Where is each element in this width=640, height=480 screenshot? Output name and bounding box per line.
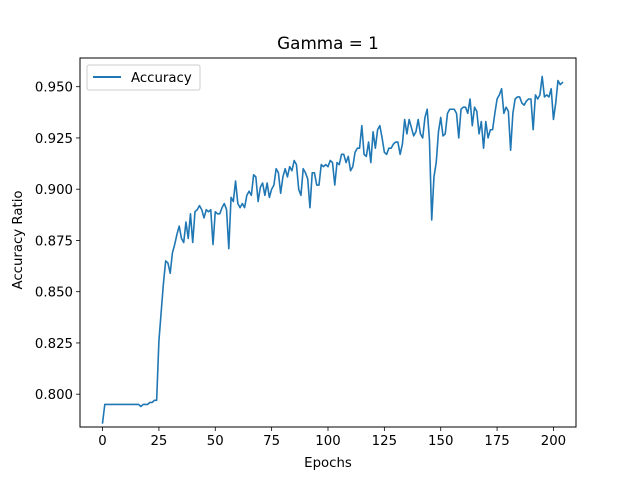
y-tick-label: 0.825 [35, 337, 73, 352]
y-axis: 0.800 0.825 0.850 0.875 0.900 0.925 0.950 [35, 81, 80, 403]
legend-box [86, 64, 201, 91]
x-tick-label: 200 [541, 434, 566, 449]
y-axis-label: Accuracy Ratio [11, 190, 26, 289]
x-tick-label: 0 [98, 434, 106, 449]
x-tick-label: 125 [372, 434, 397, 449]
x-tick-label: 150 [428, 434, 453, 449]
legend: Accuracy [86, 64, 201, 91]
x-tick-label: 25 [150, 434, 167, 449]
chart-title: Gamma = 1 [277, 33, 379, 53]
y-tick-label: 0.950 [35, 81, 73, 96]
x-tick-label: 75 [263, 434, 280, 449]
legend-label: Accuracy [131, 71, 192, 86]
x-tick-label: 50 [207, 434, 224, 449]
x-axis-label: Epochs [304, 456, 352, 471]
y-tick-label: 0.800 [35, 388, 73, 403]
y-tick-label: 0.850 [35, 286, 73, 301]
axes-frame [79, 57, 577, 428]
y-tick-label: 0.875 [35, 234, 73, 249]
plot-area [101, 75, 564, 424]
x-tick-label: 100 [315, 434, 340, 449]
series-line-accuracy [101, 75, 564, 424]
x-axis: 0 25 50 75 100 125 150 175 200 [98, 427, 566, 449]
x-tick-label: 175 [484, 434, 509, 449]
y-tick-label: 0.900 [35, 183, 73, 198]
y-tick-label: 0.925 [35, 132, 73, 147]
